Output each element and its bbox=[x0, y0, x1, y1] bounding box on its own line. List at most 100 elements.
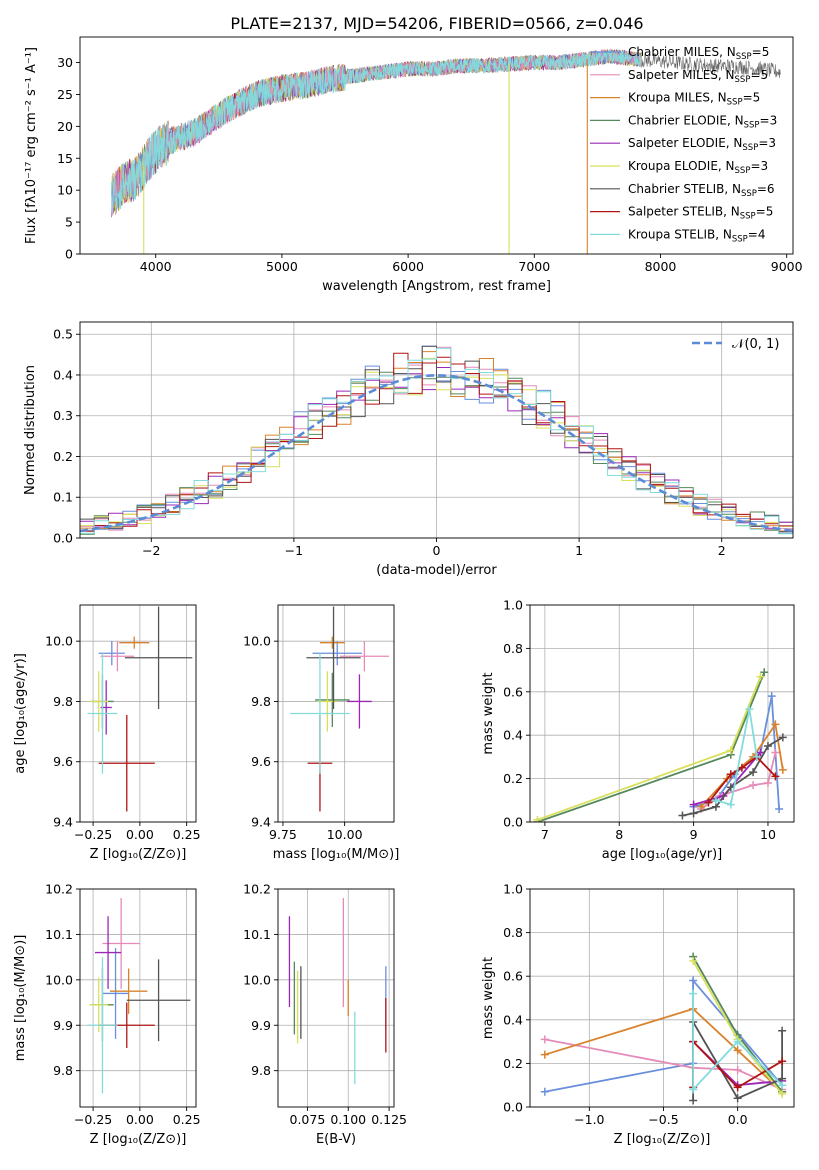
x-tick-label: 9000 bbox=[771, 259, 803, 274]
legend-entry: Chabrier ELODIE, NSSP=3 bbox=[628, 113, 777, 130]
series-line-chabrier_miles bbox=[693, 695, 780, 810]
series-marker bbox=[760, 668, 769, 677]
axes-frame bbox=[79, 36, 794, 255]
x-tick-label: 8 bbox=[615, 827, 623, 842]
y-tick-label: 15 bbox=[57, 151, 73, 166]
axes-frame bbox=[529, 888, 795, 1108]
series-marker bbox=[733, 1065, 742, 1074]
legend-suffix: =3 bbox=[750, 159, 768, 173]
y-tick-label: 0.6 bbox=[503, 969, 523, 984]
y-tick-label: 0.8 bbox=[503, 925, 523, 940]
y-axis-label: Flux [fλ10⁻¹⁷ erg cm⁻² s⁻¹ A⁻¹] bbox=[24, 47, 39, 244]
legend-entry: Salpeter ELODIE, NSSP=3 bbox=[628, 136, 776, 153]
y-tick-label: 0 bbox=[65, 247, 73, 262]
series-line-kroupa_stelib bbox=[715, 709, 758, 806]
plot-area bbox=[80, 345, 793, 535]
plot-area bbox=[87, 606, 193, 812]
x-axis-label: (data-model)/error bbox=[376, 563, 497, 578]
x-tick-label: 1 bbox=[575, 543, 583, 558]
x-tick-label: 0.075 bbox=[290, 1112, 326, 1127]
axes-frame bbox=[277, 888, 395, 1108]
plot-area bbox=[540, 952, 787, 1105]
legend-sub: SSP bbox=[735, 166, 751, 176]
y-tick-label: 10 bbox=[57, 183, 73, 198]
x-tick-label: 10 bbox=[760, 827, 776, 842]
x-tick-label: 0.100 bbox=[330, 1112, 366, 1127]
y-tick-label: 9.8 bbox=[251, 1063, 271, 1078]
x-tick-label: 10.00 bbox=[327, 827, 363, 842]
series-marker bbox=[689, 800, 698, 809]
legend-suffix: =6 bbox=[757, 182, 775, 196]
y-tick-label: 0.2 bbox=[53, 449, 73, 464]
axes-frame bbox=[79, 604, 197, 823]
legend-entry: Kroupa MILES, NSSP=5 bbox=[628, 91, 760, 108]
y-tick-label: 0.5 bbox=[53, 327, 73, 342]
x-axis-label: wavelength [Angstrom, rest frame] bbox=[322, 279, 551, 294]
y-tick-label: 10.1 bbox=[45, 927, 73, 942]
y-tick-label: 0.0 bbox=[53, 531, 73, 546]
x-tick-label: 7 bbox=[541, 827, 549, 842]
gaussian-curve bbox=[80, 374, 793, 533]
series-marker bbox=[697, 802, 706, 811]
legend-suffix: =5 bbox=[750, 68, 768, 82]
legend-text: Salpeter MILES, N bbox=[628, 68, 735, 82]
x-axis-label: E(B-V) bbox=[316, 1132, 356, 1147]
y-axis-label: mass weight bbox=[481, 957, 496, 1039]
y-tick-label: 10.2 bbox=[243, 882, 271, 897]
y-tick-label: 0.8 bbox=[503, 641, 523, 656]
legend-sub: SSP bbox=[744, 120, 760, 130]
series-marker bbox=[749, 768, 758, 777]
legend-suffix: =5 bbox=[752, 45, 770, 59]
axes-frame bbox=[277, 604, 395, 823]
y-tick-label: 30 bbox=[57, 55, 73, 70]
legend-sub: SSP bbox=[741, 189, 757, 199]
series-marker bbox=[775, 804, 784, 813]
y-tick-label: 1.0 bbox=[503, 598, 523, 613]
axes-frame bbox=[529, 604, 795, 823]
y-tick-label: 0.6 bbox=[503, 684, 523, 699]
series-marker bbox=[733, 1037, 742, 1046]
series-marker bbox=[763, 742, 772, 751]
spectrum-line-kroupa_stelib bbox=[111, 49, 642, 213]
x-axis-label: Z [log₁₀(Z/Z⊙)] bbox=[90, 847, 187, 862]
panel-massweight-vs-age: 7 8 9 10 0.0 0.2 0.4 0.6 0.8 1.0 age [log₁₀(age/yr… bbox=[481, 598, 795, 862]
x-tick-label: 5000 bbox=[266, 259, 298, 274]
x-tick-label: −1.0 bbox=[574, 1112, 604, 1127]
legend-text: Salpeter STELIB, N bbox=[628, 205, 740, 219]
y-axis-label: age [log₁₀(age/yr)] bbox=[13, 653, 28, 774]
series-marker bbox=[737, 763, 746, 772]
legend-entry: Salpeter STELIB, NSSP=5 bbox=[628, 205, 773, 222]
series-marker bbox=[704, 798, 713, 807]
x-tick-label: 0 bbox=[433, 543, 441, 558]
y-tick-label: 10.1 bbox=[243, 927, 271, 942]
series-marker bbox=[726, 800, 735, 809]
legend-text: Kroupa ELODIE, N bbox=[628, 159, 735, 173]
y-tick-label: 0.0 bbox=[503, 815, 523, 830]
plot-area bbox=[87, 898, 191, 1094]
series-line-kroupa_stelib bbox=[692, 993, 783, 1092]
y-tick-label: 9.4 bbox=[251, 815, 271, 830]
x-tick-label: 7000 bbox=[518, 259, 550, 274]
plot-area bbox=[290, 606, 390, 812]
series-marker bbox=[689, 956, 698, 965]
series-line-kroupa_elodie bbox=[537, 676, 762, 821]
legend-sub: SSP bbox=[740, 212, 756, 222]
x-tick-label: 0.125 bbox=[371, 1112, 407, 1127]
panel-mass-vs-z: −0.25 0.00 0.25 9.8 9.9 10.0 10.1 10.2 Z [log₁₀(… bbox=[13, 882, 201, 1148]
x-tick-label: −0.25 bbox=[74, 827, 112, 842]
y-tick-label: 9.9 bbox=[53, 1018, 73, 1033]
legend-suffix: =3 bbox=[760, 113, 778, 127]
series-marker bbox=[756, 748, 765, 757]
legend-text: Chabrier STELIB, N bbox=[628, 182, 741, 196]
x-axis-label: Z [log₁₀(Z/Z⊙)] bbox=[90, 1132, 187, 1147]
series-marker bbox=[726, 770, 735, 779]
y-tick-label: 1.0 bbox=[503, 882, 523, 897]
series-marker bbox=[756, 672, 765, 681]
histogram-salpeter_stelib bbox=[80, 352, 793, 532]
series-marker bbox=[733, 1046, 742, 1055]
series-marker bbox=[689, 989, 698, 998]
series-marker bbox=[749, 781, 758, 790]
